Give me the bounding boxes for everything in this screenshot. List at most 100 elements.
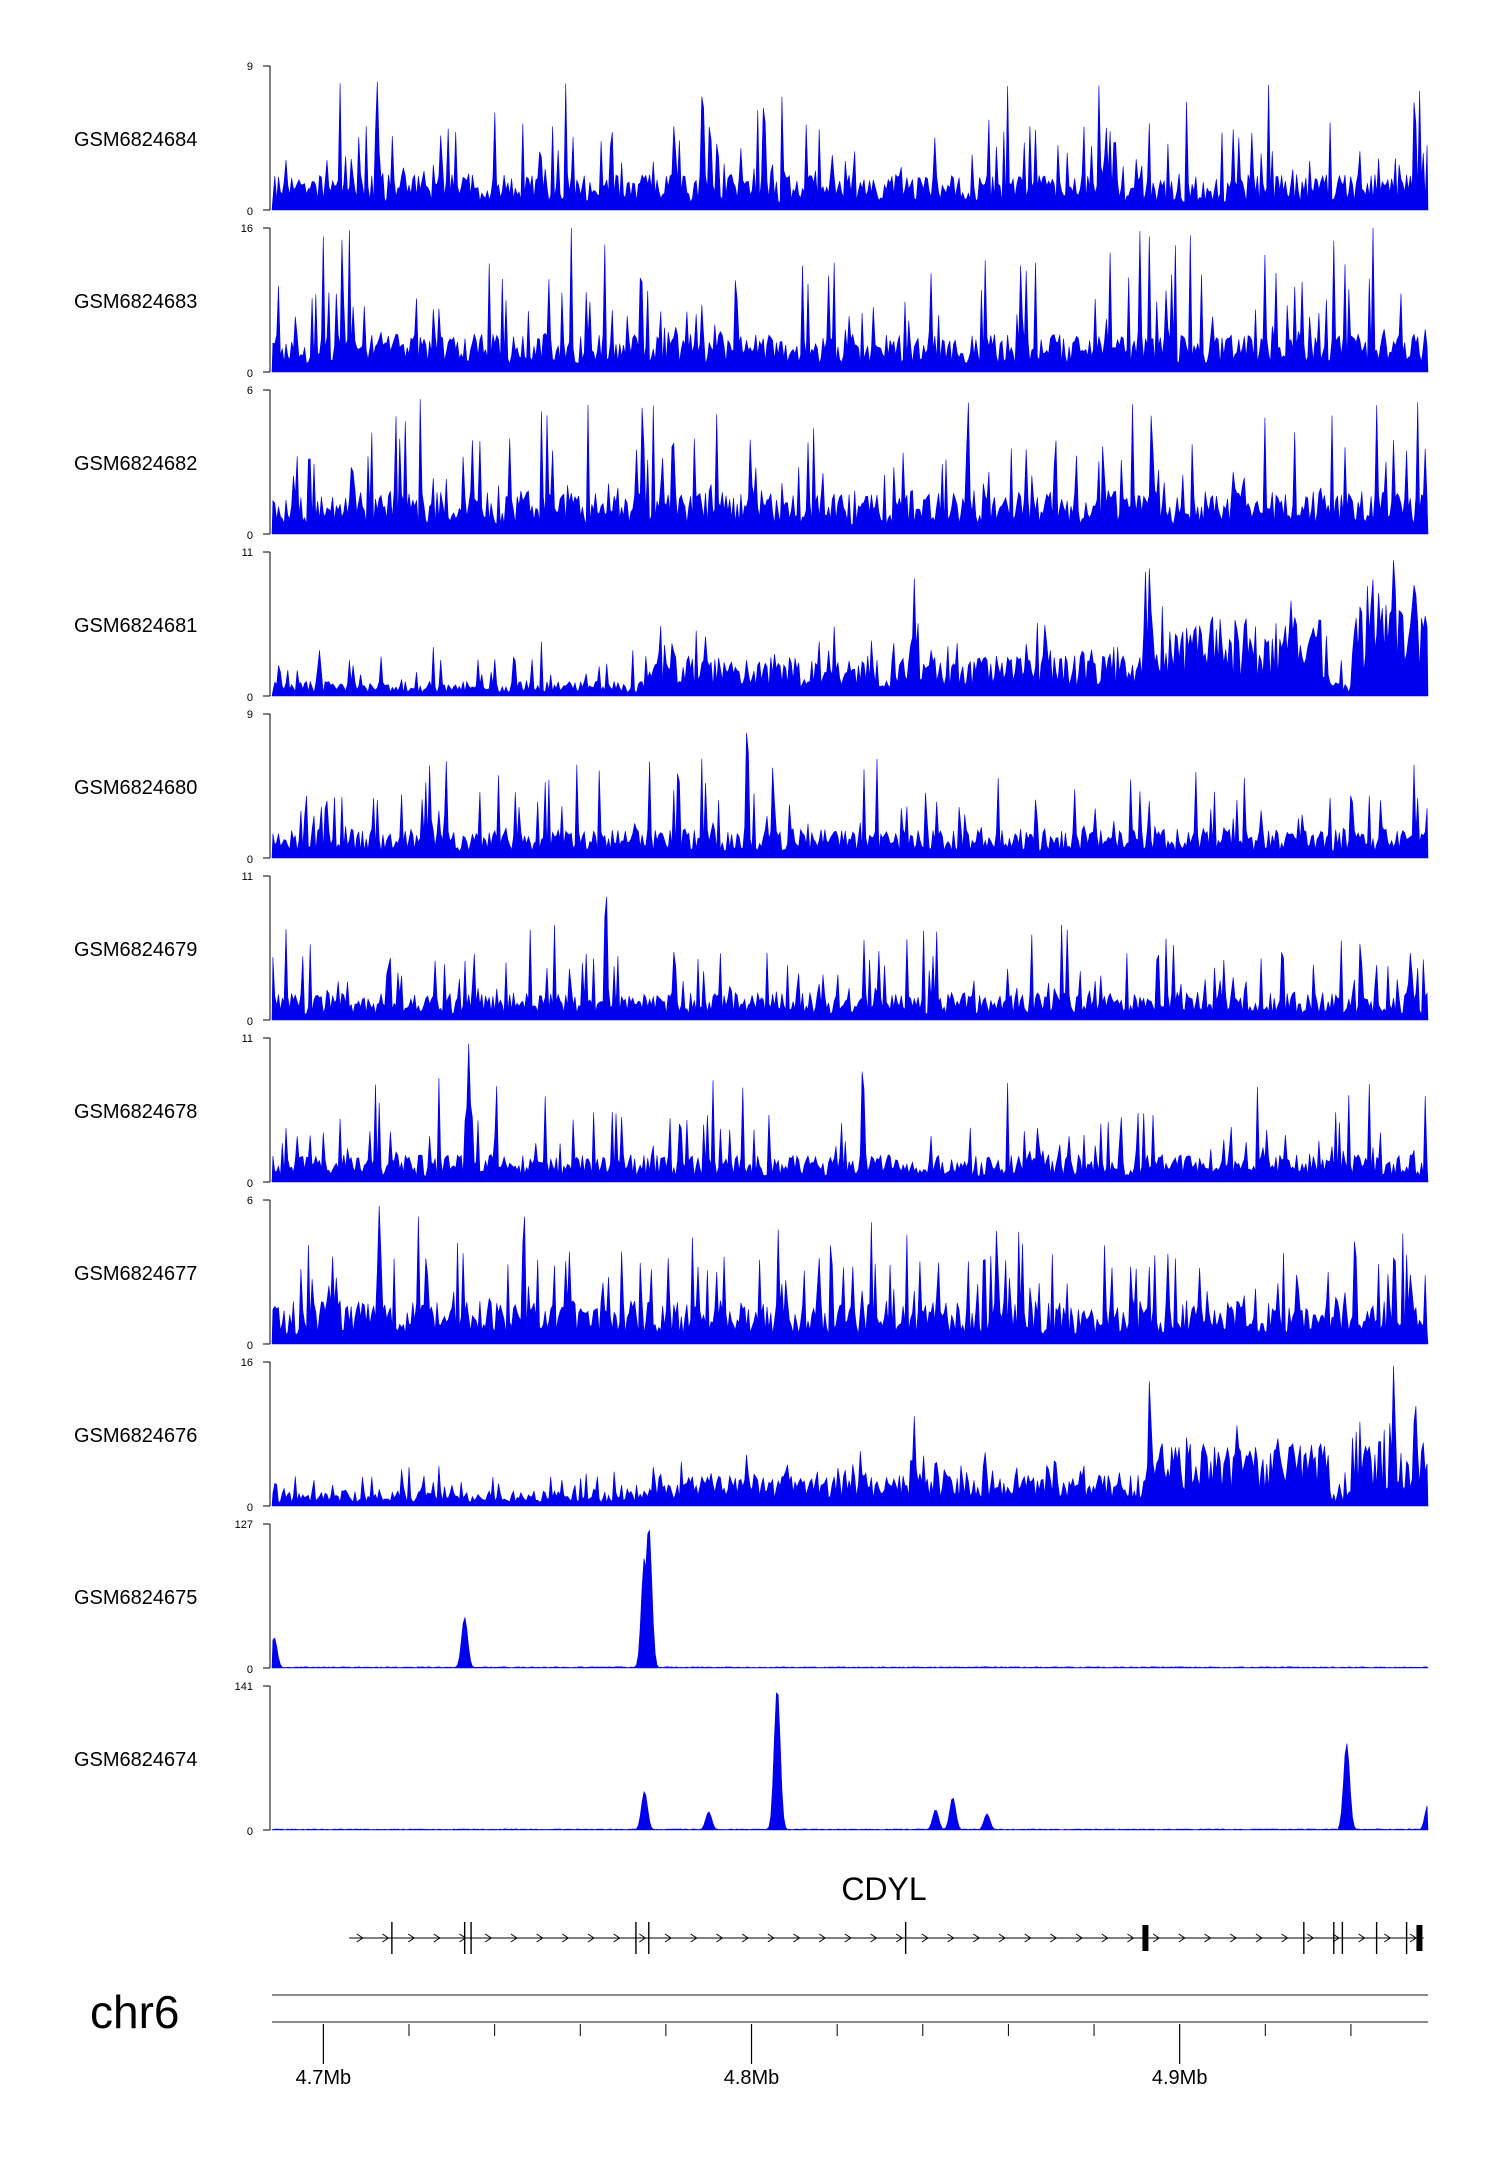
x-axis-tick-label: 4.8Mb	[724, 2067, 780, 2089]
genomic-axis: 4.7Mb 4.8Mb 4.9Mb	[296, 2024, 1352, 2089]
signal-area	[271, 1205, 1429, 1345]
signal-area	[271, 1692, 1429, 1831]
strand-arrow	[562, 1933, 570, 1943]
strand-arrow	[998, 1933, 1006, 1943]
track-GSM6824684: GSM6824684 9 0	[74, 61, 1429, 218]
signal-area	[271, 560, 1429, 697]
strand-arrow	[587, 1933, 595, 1943]
x-axis-tick-label: 4.9Mb	[1152, 2067, 1208, 2089]
strand-arrow	[1050, 1933, 1058, 1943]
strand-arrow	[716, 1933, 724, 1943]
track-label: GSM6824682	[74, 453, 197, 475]
track-GSM6824678: GSM6824678 11 0	[74, 1033, 1429, 1190]
strand-arrow	[536, 1933, 544, 1943]
track-label: GSM6824676	[74, 1425, 197, 1447]
y-axis-max-label: 127	[235, 1519, 253, 1531]
y-axis-min-label: 0	[247, 1016, 253, 1028]
strand-arrow	[433, 1933, 441, 1943]
signal-area	[271, 1043, 1429, 1183]
y-axis-min-label: 0	[247, 692, 253, 704]
track-label: GSM6824677	[74, 1263, 197, 1285]
strand-arrow	[1075, 1933, 1083, 1943]
strand-arrow	[1255, 1933, 1263, 1943]
signal-area	[271, 227, 1429, 373]
track-label: GSM6824680	[74, 777, 197, 799]
y-axis-max-label: 11	[242, 871, 253, 883]
track-label: GSM6824675	[74, 1587, 197, 1609]
signal-tracks: GSM682468490GSM6824683160GSM682468260GSM…	[74, 61, 1429, 1838]
y-axis-min-label: 0	[247, 1826, 253, 1838]
strand-arrow	[1204, 1933, 1212, 1943]
strand-arrow	[639, 1933, 647, 1943]
strand-arrow	[1152, 1933, 1161, 1943]
track-label: GSM6824684	[74, 129, 197, 151]
strand-arrow	[613, 1933, 621, 1943]
strand-arrow	[870, 1933, 878, 1943]
y-axis-min-label: 0	[247, 368, 253, 380]
track-GSM6824676: GSM6824676 16 0	[74, 1357, 1429, 1514]
track-GSM6824677: GSM6824677 6 0	[74, 1195, 1429, 1352]
strand-arrow	[1409, 1933, 1417, 1943]
y-axis-max-label: 11	[242, 1033, 253, 1045]
signal-area	[271, 732, 1429, 859]
x-axis-tick-label: 4.7Mb	[296, 2067, 352, 2089]
gene-name-label: CDYL	[841, 1871, 926, 1907]
track-label: GSM6824683	[74, 291, 197, 313]
strand-arrow	[1178, 1933, 1186, 1943]
gene-exon	[1142, 1925, 1149, 1951]
strand-arrow	[484, 1933, 493, 1943]
track-GSM6824680: GSM6824680 9 0	[74, 709, 1429, 866]
strand-arrow	[767, 1933, 775, 1943]
gene-exon	[1416, 1925, 1423, 1951]
strand-arrow	[356, 1933, 364, 1943]
signal-area	[271, 399, 1429, 535]
y-axis-max-label: 6	[247, 1195, 253, 1207]
strand-arrow	[973, 1933, 981, 1943]
strand-arrow	[1024, 1933, 1032, 1943]
y-axis-min-label: 0	[247, 854, 253, 866]
strand-arrow	[510, 1933, 518, 1943]
strand-arrow	[895, 1933, 904, 1943]
y-axis-min-label: 0	[247, 1664, 253, 1676]
strand-arrow	[1306, 1933, 1315, 1943]
track-label: GSM6824681	[74, 615, 197, 637]
signal-area	[271, 81, 1429, 211]
y-axis-max-label: 11	[242, 547, 253, 559]
strand-arrow	[793, 1933, 801, 1943]
strand-arrow	[741, 1933, 750, 1943]
track-label: GSM6824678	[74, 1101, 197, 1123]
chromosome-track: chr6	[90, 1986, 1428, 2038]
strand-arrow	[382, 1933, 390, 1943]
signal-area	[271, 1365, 1429, 1507]
y-axis-min-label: 0	[247, 530, 253, 542]
strand-arrow	[947, 1933, 955, 1943]
track-GSM6824675: GSM6824675 127 0	[74, 1519, 1429, 1676]
track-GSM6824683: GSM6824683 16 0	[74, 223, 1429, 380]
track-GSM6824679: GSM6824679 11 0	[74, 871, 1429, 1028]
signal-area	[271, 896, 1429, 1021]
y-axis-max-label: 9	[247, 61, 253, 73]
track-GSM6824681: GSM6824681 11 0	[74, 547, 1429, 704]
strand-arrow	[407, 1933, 416, 1943]
strand-arrow	[1127, 1933, 1135, 1943]
strand-arrow	[921, 1933, 929, 1943]
track-label: GSM6824674	[74, 1749, 197, 1771]
y-axis-max-label: 141	[235, 1681, 253, 1693]
strand-arrow	[1332, 1933, 1340, 1943]
y-axis-min-label: 0	[247, 1340, 253, 1352]
y-axis-max-label: 16	[241, 1357, 253, 1369]
strand-arrow	[1384, 1933, 1392, 1943]
gene-track: CDYL	[349, 1871, 1424, 1954]
y-axis-min-label: 0	[247, 1502, 253, 1514]
strand-arrow	[1358, 1933, 1366, 1943]
track-label: GSM6824679	[74, 939, 197, 961]
strand-arrow	[690, 1933, 698, 1943]
strand-arrow	[844, 1933, 852, 1943]
signal-area	[271, 1529, 1429, 1669]
chromosome-label: chr6	[90, 1986, 179, 2038]
track-GSM6824674: GSM6824674 141 0	[74, 1681, 1429, 1838]
strand-arrow	[664, 1933, 672, 1943]
y-axis-max-label: 6	[247, 385, 253, 397]
strand-arrow	[818, 1933, 827, 1943]
